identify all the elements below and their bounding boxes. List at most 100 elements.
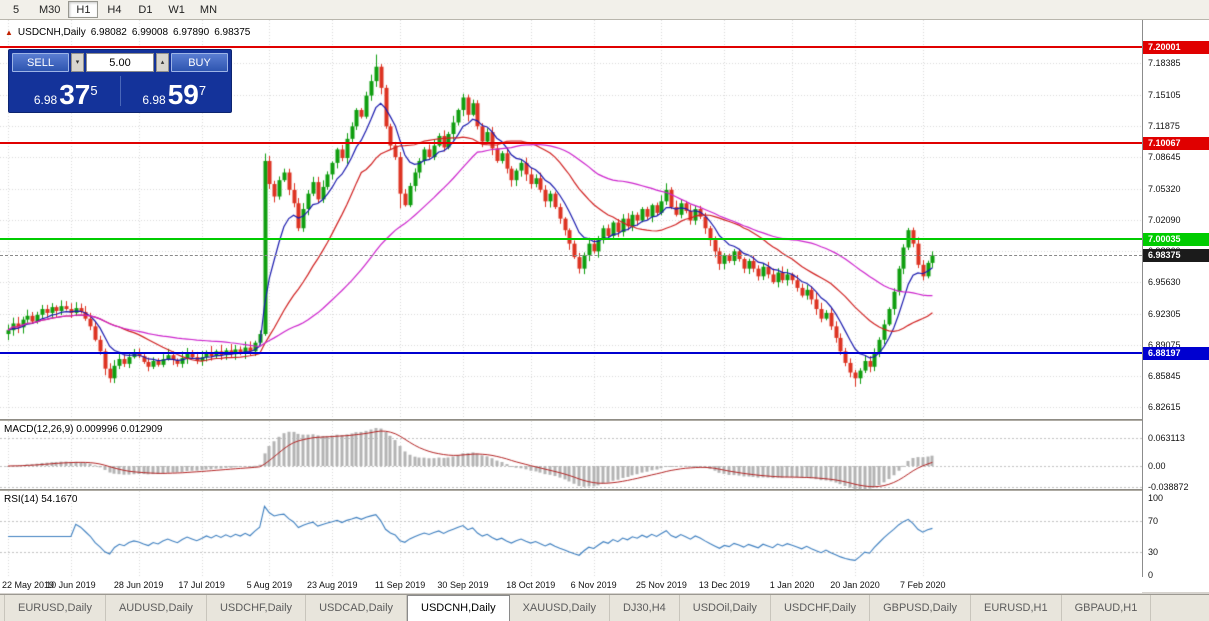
bid-price-big: 37 — [59, 79, 91, 110]
volume-decrease-button[interactable]: ▾ — [71, 53, 84, 72]
level-badge-resistance-upper: 7.20001 — [1143, 41, 1209, 55]
level-badge-resistance-mid: 7.10067 — [1143, 136, 1209, 150]
symbol-tab[interactable]: USDCNH,Daily — [407, 595, 510, 621]
date-label: 11 Sep 2019 — [374, 580, 426, 590]
date-label: 7 Feb 2020 — [899, 580, 946, 590]
open-value: 6.98082 — [90, 27, 127, 38]
level-badge-pivot-seven: 7.00035 — [1143, 233, 1209, 247]
price-tick: 6.95630 — [1148, 276, 1181, 287]
trade-panel-divider — [119, 76, 121, 106]
date-label: 22 May 2019 — [2, 580, 55, 590]
date-label: 10 Jun 2019 — [46, 580, 96, 590]
macd-pane-canvas[interactable] — [0, 421, 1142, 489]
date-label: 18 Oct 2019 — [506, 580, 556, 590]
date-label: 13 Dec 2019 — [698, 580, 750, 590]
date-label: 23 Aug 2019 — [306, 580, 358, 590]
rsi-tick: 100 — [1148, 493, 1164, 503]
low-value: 6.97890 — [173, 27, 210, 38]
rsi-axis-ticks: 100 70 30 0 — [1143, 20, 1209, 580]
symbol-tab[interactable]: USDCHF,Daily — [771, 595, 871, 621]
symbol-tab[interactable]: GBPUSD,Daily — [870, 595, 972, 621]
price-tick: 6.82615 — [1148, 401, 1181, 412]
ask-price-big: 59 — [167, 79, 199, 110]
rsi-tick: 70 — [1148, 516, 1159, 526]
one-click-trading-panel: SELL ▾ ▴ BUY 6.98 37 5 6.98 59 — [8, 49, 232, 113]
timeframe-button[interactable]: 5 — [12, 4, 20, 16]
price-tick: 6.85845 — [1148, 370, 1181, 381]
symbol-tab[interactable]: GBPAUD,H1 — [1062, 595, 1152, 621]
level-line-resistance-mid[interactable] — [0, 141, 1142, 144]
date-label: 1 Jan 2020 — [769, 580, 815, 590]
timeframe-bar: 5 M30 H1 H4 D1 W1 MN — [0, 0, 1209, 19]
rsi-pane: RSI(14) 54.1670 — [0, 491, 1142, 577]
timeframe-button[interactable]: D1 — [138, 4, 153, 16]
symbol-tab[interactable]: EURUSD,Daily — [4, 595, 106, 621]
volume-input[interactable] — [86, 53, 154, 72]
symbol-tab[interactable]: AUDUSD,Daily — [106, 595, 207, 621]
chart-window: ▲ USDCNH,Daily 6.98082 6.99008 6.97890 6.9837… — [0, 20, 1209, 593]
date-label: 20 Jan 2020 — [830, 580, 880, 590]
timeframe-button[interactable]: M30 — [39, 4, 61, 16]
ask-price-small: 6.98 — [142, 93, 166, 107]
price-axis[interactable]: 7.18385 7.15105 7.11875 7.08645 7.05320 7.020… — [1142, 20, 1209, 580]
symbol-tab[interactable]: XAUUSD,Daily — [510, 595, 610, 621]
bid-price-sup: 5 — [90, 83, 98, 98]
close-value: 6.98375 — [214, 27, 251, 38]
timeframe-button[interactable]: MN — [199, 4, 218, 16]
price-tick: 7.15105 — [1148, 89, 1181, 100]
current-price-line — [0, 255, 1142, 257]
price-tick: 6.92305 — [1148, 308, 1181, 319]
symbol-tab[interactable]: USDCHF,Daily — [207, 595, 307, 621]
ask-price-sup: 7 — [198, 83, 207, 98]
rsi-tick: 0 — [1148, 570, 1154, 580]
pane-separator-macd[interactable] — [0, 419, 1209, 421]
timeframe-toolbar: 5 M30 H1 H4 D1 W1 MN — [0, 0, 1209, 20]
price-tick: 7.08645 — [1148, 151, 1181, 162]
symbol-tab[interactable]: USDCAD,Daily — [306, 595, 408, 621]
symbol-icon: ▲ — [5, 28, 13, 37]
timeframe-button[interactable]: H4 — [107, 4, 122, 16]
current-price-badge: 6.98375 — [1143, 249, 1209, 263]
date-label: 5 Aug 2019 — [246, 580, 293, 590]
time-axis[interactable]: 22 May 2019 10 Jun 2019 28 Jun 2019 17 Jul … — [0, 577, 1142, 593]
timeframe-button[interactable]: W1 — [168, 4, 185, 16]
date-label: 28 Jun 2019 — [113, 580, 164, 590]
date-label: 17 Jul 2019 — [178, 580, 225, 590]
date-label: 30 Sep 2019 — [437, 580, 489, 590]
date-label: 25 Nov 2019 — [635, 580, 687, 590]
buy-button[interactable]: BUY — [171, 53, 228, 72]
macd-tick: 0.063113 — [1148, 433, 1185, 443]
ask-price-display[interactable]: 6.98 59 7 — [121, 72, 229, 110]
bid-price-small: 6.98 — [33, 93, 58, 107]
chart-title: ▲ USDCNH,Daily 6.98082 6.99008 6.97890 6.9837… — [5, 27, 255, 38]
symbol-tab[interactable]: USDOil,Daily — [680, 595, 771, 621]
macd-tick: 0.00 — [1148, 461, 1166, 471]
rsi-label: RSI(14) 54.1670 — [4, 494, 78, 505]
level-line-resistance-upper[interactable] — [0, 46, 1142, 49]
symbol-tabs: EURUSD,Daily AUDUSD,Daily USDCHF,Daily USDC… — [0, 595, 1209, 621]
symbol-tab[interactable]: DJ30,H4 — [610, 595, 680, 621]
date-label: 6 Nov 2019 — [570, 580, 617, 590]
symbol-tabbar: EURUSD,Daily AUDUSD,Daily USDCHF,Daily USDC… — [0, 594, 1209, 621]
rsi-tick: 30 — [1148, 547, 1159, 557]
sell-button[interactable]: SELL — [12, 53, 69, 72]
macd-axis-ticks: 0.063113 0.00 -0.038872 — [1143, 20, 1209, 577]
symbol-tab[interactable]: EURUSD,H1 — [971, 595, 1062, 621]
price-tick: 7.18385 — [1148, 57, 1181, 68]
symbol-label: USDCNH,Daily — [17, 27, 86, 38]
price-tick: 7.11875 — [1148, 120, 1180, 131]
price-pane: ▲ USDCNH,Daily 6.98082 6.99008 6.97890 6.9837… — [0, 20, 1142, 419]
price-tick: 7.05320 — [1148, 183, 1181, 194]
price-tick: 7.02090 — [1148, 214, 1181, 225]
price-axis-ticks: 7.18385 7.15105 7.11875 7.08645 7.05320 7.020… — [1143, 20, 1209, 577]
pane-separator-rsi[interactable] — [0, 489, 1209, 491]
level-line-pivot-seven[interactable] — [0, 238, 1142, 241]
level-badge-support-lower: 6.88197 — [1143, 347, 1209, 361]
timeframe-button[interactable]: H1 — [68, 1, 99, 18]
level-line-support-lower[interactable] — [0, 352, 1142, 355]
rsi-pane-canvas[interactable] — [0, 491, 1142, 577]
volume-increase-button[interactable]: ▴ — [156, 53, 169, 72]
macd-tick: -0.038872 — [1148, 482, 1189, 492]
bid-price-display[interactable]: 6.98 37 5 — [12, 72, 120, 110]
